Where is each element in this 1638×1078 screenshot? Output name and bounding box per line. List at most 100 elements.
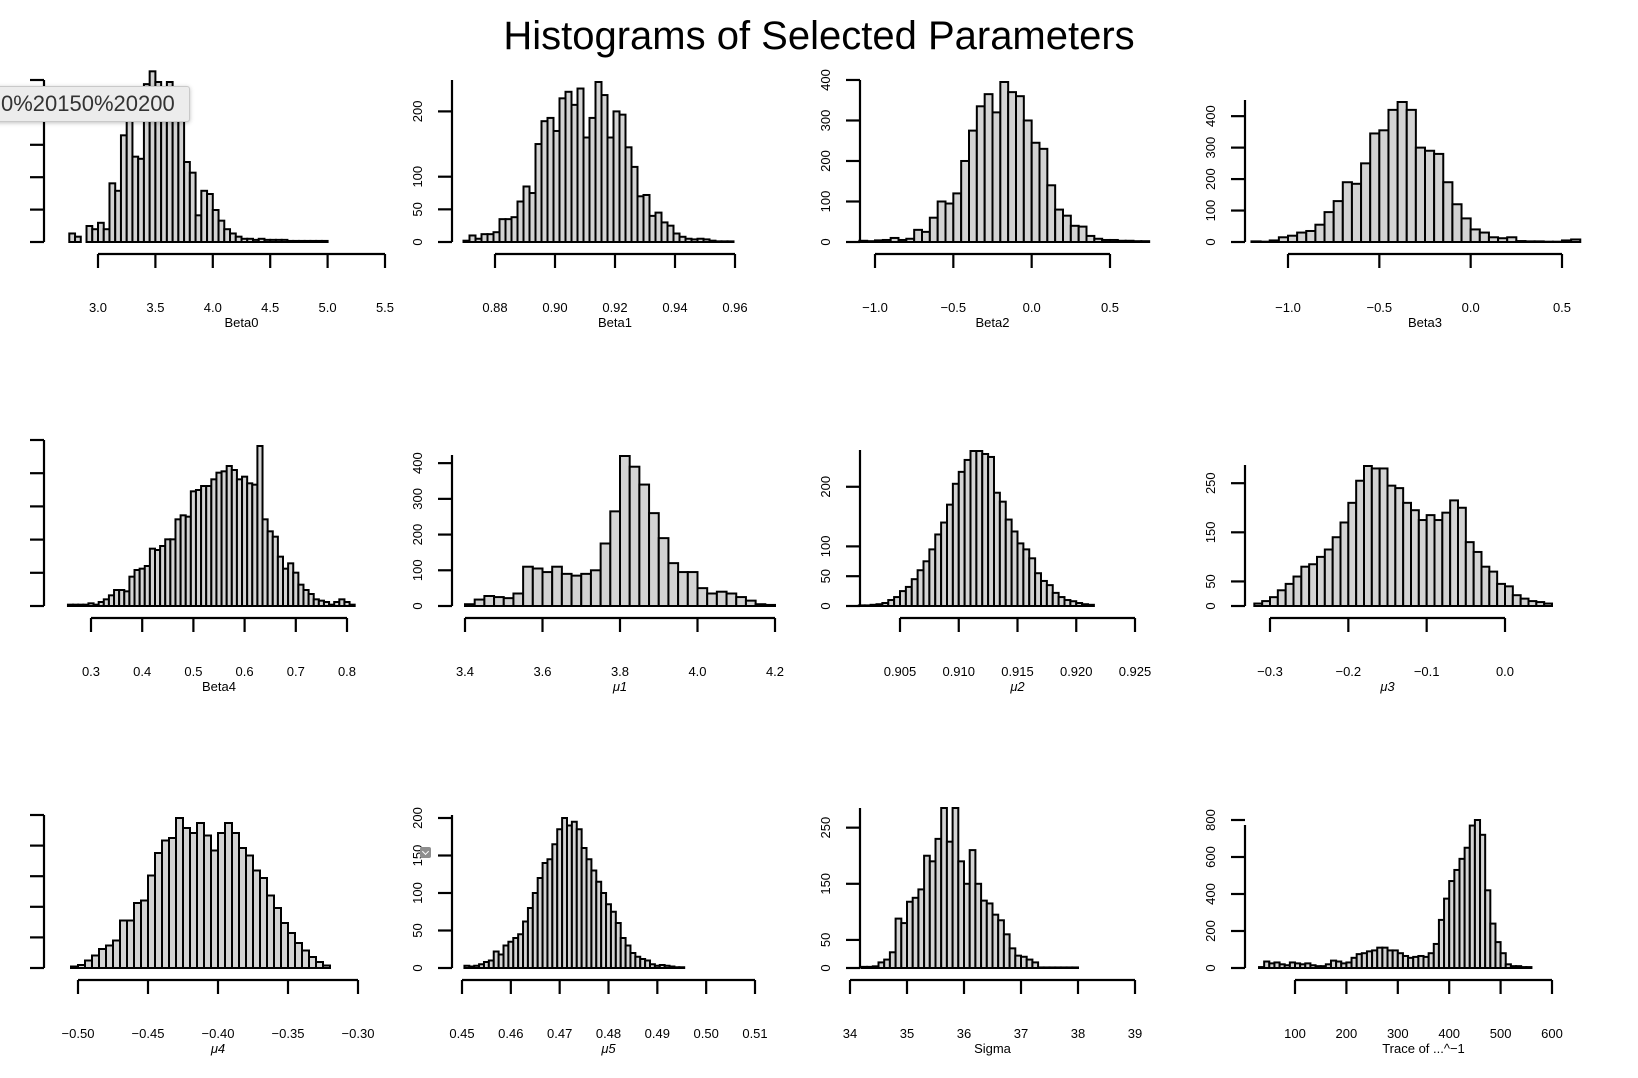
histogram-bar [1441,511,1452,607]
histogram-bar [1015,95,1025,244]
y-tick-label: 50 [818,569,833,583]
x-axis-label: Beta1 [598,315,632,330]
histogram-bar [1457,506,1467,607]
histogram-bar [1140,240,1151,244]
y-tick-label: 0 [818,964,833,971]
y-tick-label: 100 [818,191,833,213]
histogram-beta1: 0.88 0.90 0.92 0.94 0.96 Beta1 0 50 100 200 [410,80,748,330]
histogram-bar [921,230,931,243]
histogram--4: −0.50 −0.45 −0.40 −0.35 −0.30 μ4 [30,813,374,1056]
x-tick-label: 4.0 [204,300,222,315]
histogram-bar [1277,236,1289,243]
histogram-bar [1405,108,1417,244]
histogram-bar [983,93,994,244]
histogram-bar [897,238,908,244]
histogram-bar [541,571,554,608]
x-tick-label: 0.5 [1553,300,1571,315]
histogram-bar [1007,91,1017,243]
histogram-bar [696,587,709,608]
x-tick-label: −0.5 [1366,300,1392,315]
histogram-bar [677,571,689,608]
x-tick-label: 5.5 [376,300,394,315]
histogram-bar [1386,484,1397,607]
histogram-bar [84,959,93,969]
histogram-bar [960,159,970,244]
y-tick-label: 50 [410,202,425,216]
y-tick-label: 200 [1203,920,1218,942]
histogram-bar [1069,224,1080,244]
x-tick-label: 0.45 [449,1026,474,1041]
y-tick-label: 250 [818,817,833,839]
x-tick-label: 0.920 [1060,664,1093,679]
x-tick-label: 0.90 [542,300,567,315]
y-tick-label: 100 [818,536,833,558]
x-tick-label: 0.925 [1119,664,1152,679]
histogram-bar [1515,240,1527,243]
histogram-bar [1093,237,1104,243]
histogram-bar [280,922,289,969]
histogram-bar [1519,597,1530,608]
histogram-bar [1124,239,1135,243]
histogram-bar [168,837,177,969]
y-tick-label: 100 [410,166,425,188]
histogram-bar [493,596,505,608]
x-axis-label: Beta0 [225,315,259,330]
url-tooltip: 0%20150%20200 [0,86,190,122]
histogram-bar [217,832,226,969]
histogram-bar [667,562,680,608]
x-tick-label: 4.0 [688,664,706,679]
histogram-beta2: −1.0 −0.5 0.0 0.5 Beta2 0 100 200 300 400 [818,69,1151,330]
histogram-bar [1402,501,1413,607]
histogram-bar [1410,509,1420,607]
histogram-bar [1355,479,1366,607]
y-tick-label: 300 [818,110,833,132]
histogram-bar [1253,602,1264,607]
histogram-bar [744,599,757,608]
histogram-bar [570,574,583,608]
x-tick-label: −1.0 [862,300,888,315]
x-tick-label: 35 [900,1026,914,1041]
histogram-bar [140,899,149,969]
x-tick-label: −0.2 [1335,664,1361,679]
histogram-bar [1533,240,1545,243]
histogram-bar [1261,600,1272,608]
histogram-bar [231,832,240,969]
x-tick-label: 0.51 [742,1026,767,1041]
histogram-bar [1296,231,1308,243]
histogram-bar [1525,966,1533,970]
x-tick-label: 0.8 [338,664,356,679]
histogram-bar [866,240,876,244]
x-tick-label: 500 [1490,1026,1512,1041]
chevron-down-icon[interactable] [420,847,431,858]
histogram-bar [1332,200,1344,244]
histogram-bar [1464,541,1475,608]
y-tick-label: 200 [818,150,833,172]
histogram-bar [913,228,923,244]
histogram-bar [1287,234,1299,244]
histogram--1: 3.4 3.6 3.8 4.0 4.2 μ1 0 100 200 300 400 [410,452,784,694]
histogram-bar [196,822,205,969]
histogram-bar [1030,141,1041,243]
y-tick-label: 400 [818,69,833,91]
x-tick-label: 0.94 [662,300,687,315]
x-tick-label: 0.0 [1496,664,1514,679]
histogram-bar [706,592,718,607]
histogram-bar [1031,961,1040,970]
x-tick-label: 4.5 [261,300,279,315]
histogram-bar [1292,575,1303,608]
histogram-bar [1116,239,1127,243]
histogram-bar [1433,152,1445,243]
x-tick-label: −0.1 [1414,664,1440,679]
histogram-bar [975,105,986,243]
histogram-bar [483,595,496,607]
histogram-bar [1276,589,1287,608]
histogram-bar [522,565,534,608]
histogram-bar [1394,487,1405,607]
y-tick-label: 200 [410,807,425,829]
histogram-bar [1101,238,1112,244]
histogram-bar [1424,149,1436,243]
histogram-bar [678,966,686,969]
x-tick-label: 0.910 [942,664,975,679]
histogram-beta0: 3.0 3.5 4.0 4.5 5.0 5.5 Beta0 [30,70,394,330]
